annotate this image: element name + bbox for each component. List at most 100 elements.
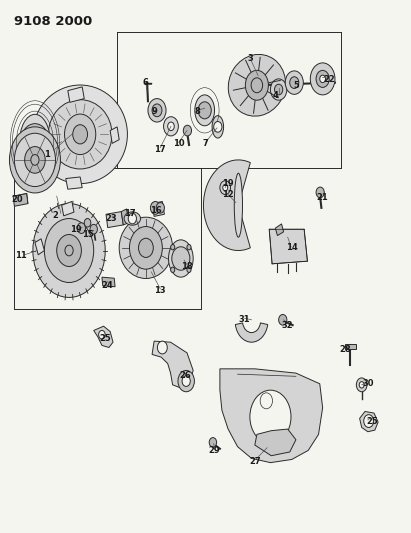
Circle shape [187, 267, 191, 272]
Polygon shape [106, 212, 123, 228]
Text: 9: 9 [151, 108, 157, 116]
Text: 22: 22 [323, 76, 335, 84]
Circle shape [57, 235, 81, 266]
Text: 15: 15 [83, 230, 94, 239]
Wedge shape [203, 160, 250, 251]
Circle shape [182, 376, 190, 386]
Circle shape [157, 341, 167, 354]
Circle shape [356, 378, 367, 392]
Polygon shape [110, 127, 119, 143]
Circle shape [171, 267, 175, 272]
Text: 11: 11 [15, 252, 26, 260]
Polygon shape [62, 201, 74, 216]
Circle shape [73, 125, 88, 144]
Circle shape [251, 78, 263, 93]
Text: 5: 5 [293, 81, 299, 90]
Circle shape [156, 203, 164, 213]
Text: 19: 19 [222, 180, 234, 188]
Text: 21: 21 [317, 193, 328, 201]
Circle shape [65, 245, 73, 256]
Polygon shape [13, 193, 28, 206]
Text: 29: 29 [208, 446, 219, 455]
Text: 23: 23 [105, 214, 117, 223]
Circle shape [172, 247, 190, 270]
Circle shape [150, 201, 160, 214]
Circle shape [198, 102, 211, 119]
Polygon shape [220, 369, 323, 463]
Ellipse shape [212, 116, 224, 138]
Circle shape [65, 114, 96, 155]
Polygon shape [68, 87, 84, 102]
Ellipse shape [169, 240, 193, 277]
Circle shape [187, 245, 191, 250]
Circle shape [44, 219, 94, 282]
Circle shape [275, 84, 283, 95]
Circle shape [128, 213, 136, 224]
Circle shape [285, 71, 303, 94]
Polygon shape [121, 209, 129, 225]
Text: 4: 4 [272, 92, 278, 100]
Polygon shape [152, 341, 193, 388]
Text: 16: 16 [150, 206, 162, 215]
Text: 3: 3 [248, 54, 254, 63]
Polygon shape [269, 229, 307, 264]
Circle shape [260, 393, 272, 409]
Text: 10: 10 [173, 140, 185, 148]
Text: 13: 13 [155, 286, 166, 295]
Text: 14: 14 [286, 244, 298, 252]
Wedge shape [236, 323, 268, 342]
Circle shape [90, 224, 97, 234]
Text: 9108 2000: 9108 2000 [14, 15, 92, 28]
Text: 6: 6 [143, 78, 149, 87]
Text: 25: 25 [99, 334, 111, 343]
Text: 28: 28 [339, 345, 351, 353]
Circle shape [168, 122, 174, 131]
Polygon shape [66, 177, 82, 189]
Circle shape [99, 330, 105, 339]
Circle shape [279, 314, 287, 325]
Circle shape [220, 181, 231, 195]
Circle shape [14, 133, 55, 187]
Text: 27: 27 [249, 457, 261, 465]
Circle shape [223, 184, 228, 191]
Ellipse shape [195, 95, 215, 126]
Circle shape [245, 70, 268, 100]
Circle shape [31, 155, 39, 165]
Circle shape [320, 75, 326, 83]
Ellipse shape [124, 212, 141, 225]
Ellipse shape [20, 115, 51, 171]
Text: 25: 25 [366, 417, 378, 425]
Polygon shape [94, 326, 113, 348]
Text: 30: 30 [362, 379, 374, 388]
Circle shape [139, 238, 153, 257]
Ellipse shape [119, 217, 173, 278]
Polygon shape [360, 411, 378, 432]
Circle shape [183, 125, 192, 136]
Circle shape [178, 370, 194, 392]
Ellipse shape [234, 173, 242, 237]
Circle shape [152, 104, 162, 117]
Circle shape [21, 124, 49, 161]
Circle shape [364, 415, 374, 427]
Circle shape [316, 70, 329, 87]
Circle shape [148, 99, 166, 122]
Polygon shape [345, 344, 356, 349]
Circle shape [129, 227, 162, 269]
Text: 17: 17 [155, 145, 166, 154]
Circle shape [270, 79, 287, 100]
Circle shape [25, 147, 45, 173]
Text: 1: 1 [44, 150, 50, 159]
Text: 17: 17 [124, 209, 135, 217]
Ellipse shape [228, 54, 286, 116]
Polygon shape [275, 224, 284, 236]
Text: 18: 18 [181, 262, 193, 271]
Circle shape [33, 204, 105, 297]
Polygon shape [255, 429, 296, 456]
Polygon shape [35, 239, 44, 255]
Ellipse shape [48, 100, 112, 169]
Text: 26: 26 [179, 372, 191, 380]
Circle shape [214, 122, 222, 132]
Text: 19: 19 [70, 225, 82, 233]
Text: 2: 2 [53, 212, 58, 220]
Ellipse shape [33, 85, 127, 183]
